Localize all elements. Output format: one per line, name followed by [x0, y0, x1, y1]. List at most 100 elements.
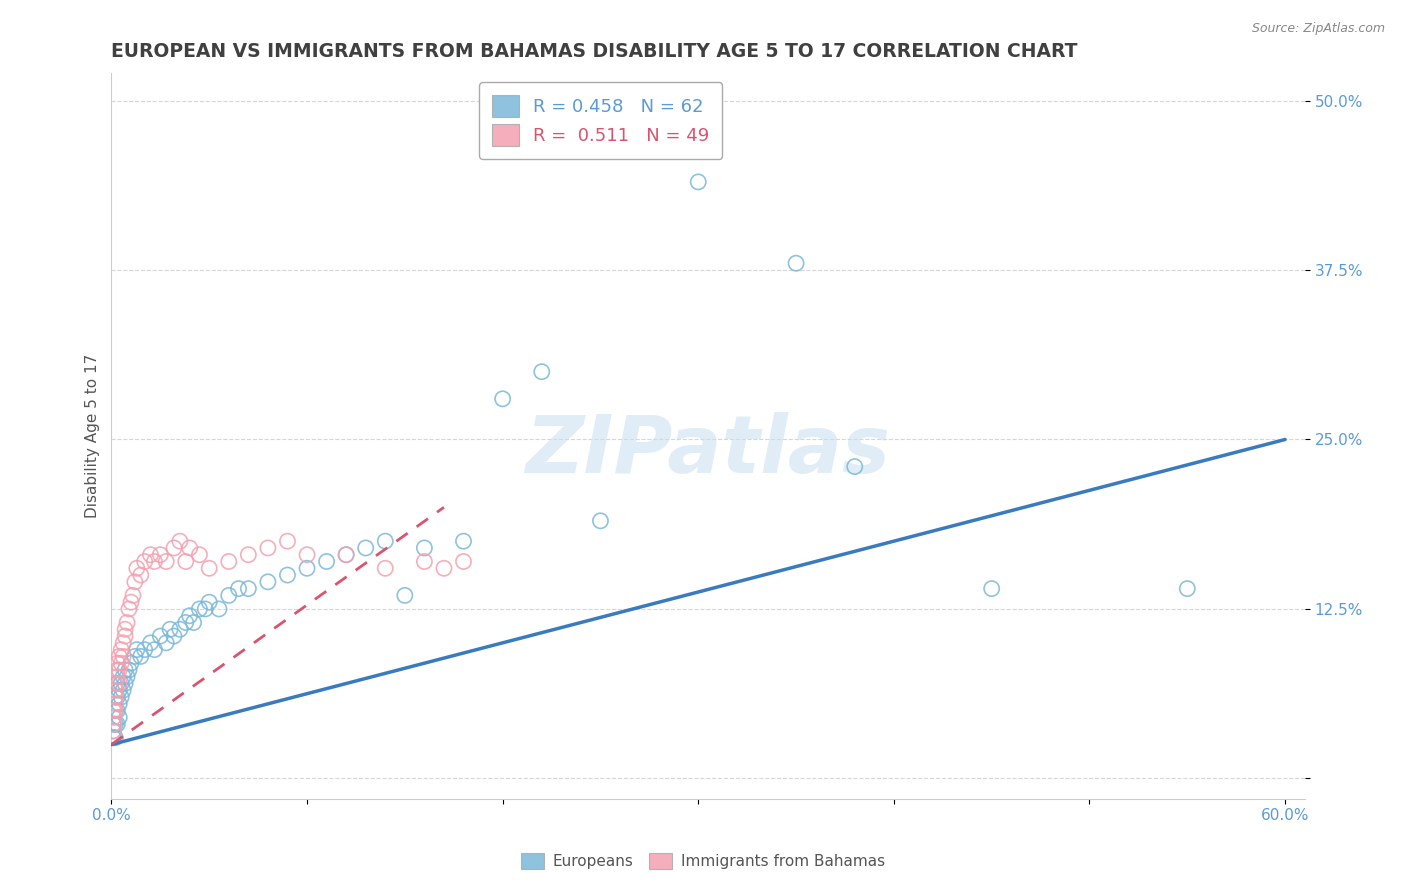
Point	[108, 710, 131, 724]
Text: Source: ZipAtlas.com: Source: ZipAtlas.com	[1251, 22, 1385, 36]
Point	[114, 629, 136, 643]
Point	[108, 676, 131, 690]
Point	[114, 676, 136, 690]
Point	[105, 670, 128, 684]
Point	[104, 683, 127, 698]
Point	[110, 656, 132, 670]
Point	[105, 663, 128, 677]
Point	[335, 548, 357, 562]
Point	[257, 574, 280, 589]
Point	[315, 554, 337, 568]
Point	[295, 561, 318, 575]
Point	[276, 534, 298, 549]
Point	[174, 554, 197, 568]
Point	[125, 561, 148, 575]
Legend: R = 0.458   N = 62, R =  0.511   N = 49: R = 0.458 N = 62, R = 0.511 N = 49	[479, 82, 723, 159]
Point	[110, 690, 132, 704]
Point	[112, 649, 135, 664]
Point	[118, 602, 141, 616]
Point	[103, 704, 125, 718]
Point	[114, 622, 136, 636]
Point	[124, 649, 146, 664]
Point	[103, 710, 125, 724]
Point	[149, 629, 172, 643]
Point	[104, 697, 127, 711]
Point	[257, 541, 280, 555]
Point	[183, 615, 205, 630]
Point	[530, 365, 553, 379]
Point	[108, 649, 131, 664]
Text: EUROPEAN VS IMMIGRANTS FROM BAHAMAS DISABILITY AGE 5 TO 17 CORRELATION CHART: EUROPEAN VS IMMIGRANTS FROM BAHAMAS DISA…	[111, 42, 1078, 61]
Point	[122, 588, 145, 602]
Point	[198, 561, 221, 575]
Point	[110, 642, 132, 657]
Point	[491, 392, 513, 406]
Point	[105, 690, 128, 704]
Point	[103, 717, 125, 731]
Point	[114, 663, 136, 677]
Point	[688, 175, 710, 189]
Point	[276, 568, 298, 582]
Point	[1175, 582, 1198, 596]
Point	[134, 642, 156, 657]
Point	[118, 663, 141, 677]
Point	[354, 541, 377, 555]
Point	[112, 636, 135, 650]
Point	[103, 731, 125, 745]
Point	[179, 541, 201, 555]
Point	[155, 636, 177, 650]
Point	[112, 683, 135, 698]
Point	[198, 595, 221, 609]
Point	[159, 622, 181, 636]
Point	[179, 608, 201, 623]
Legend: Europeans, Immigrants from Bahamas: Europeans, Immigrants from Bahamas	[515, 847, 891, 875]
Point	[295, 548, 318, 562]
Point	[103, 723, 125, 738]
Point	[134, 554, 156, 568]
Point	[120, 595, 142, 609]
Point	[433, 561, 456, 575]
Point	[143, 554, 166, 568]
Point	[335, 548, 357, 562]
Point	[374, 561, 396, 575]
Point	[143, 642, 166, 657]
Point	[120, 656, 142, 670]
Point	[453, 554, 475, 568]
Point	[155, 554, 177, 568]
Point	[844, 459, 866, 474]
Point	[163, 629, 186, 643]
Point	[115, 670, 138, 684]
Point	[785, 256, 807, 270]
Point	[108, 683, 131, 698]
Point	[374, 534, 396, 549]
Point	[124, 574, 146, 589]
Point	[104, 690, 127, 704]
Point	[589, 514, 612, 528]
Y-axis label: Disability Age 5 to 17: Disability Age 5 to 17	[86, 354, 100, 518]
Point	[103, 717, 125, 731]
Point	[129, 649, 152, 664]
Point	[413, 541, 436, 555]
Point	[188, 548, 211, 562]
Point	[103, 723, 125, 738]
Point	[169, 534, 191, 549]
Point	[174, 615, 197, 630]
Point	[980, 582, 1002, 596]
Point	[105, 676, 128, 690]
Point	[105, 717, 128, 731]
Point	[104, 704, 127, 718]
Point	[169, 622, 191, 636]
Point	[394, 588, 416, 602]
Point	[208, 602, 231, 616]
Point	[104, 704, 127, 718]
Point	[108, 663, 131, 677]
Point	[238, 582, 260, 596]
Point	[104, 676, 127, 690]
Point	[105, 656, 128, 670]
Point	[105, 704, 128, 718]
Text: ZIPatlas: ZIPatlas	[526, 411, 890, 490]
Point	[112, 670, 135, 684]
Point	[194, 602, 217, 616]
Point	[129, 568, 152, 582]
Point	[238, 548, 260, 562]
